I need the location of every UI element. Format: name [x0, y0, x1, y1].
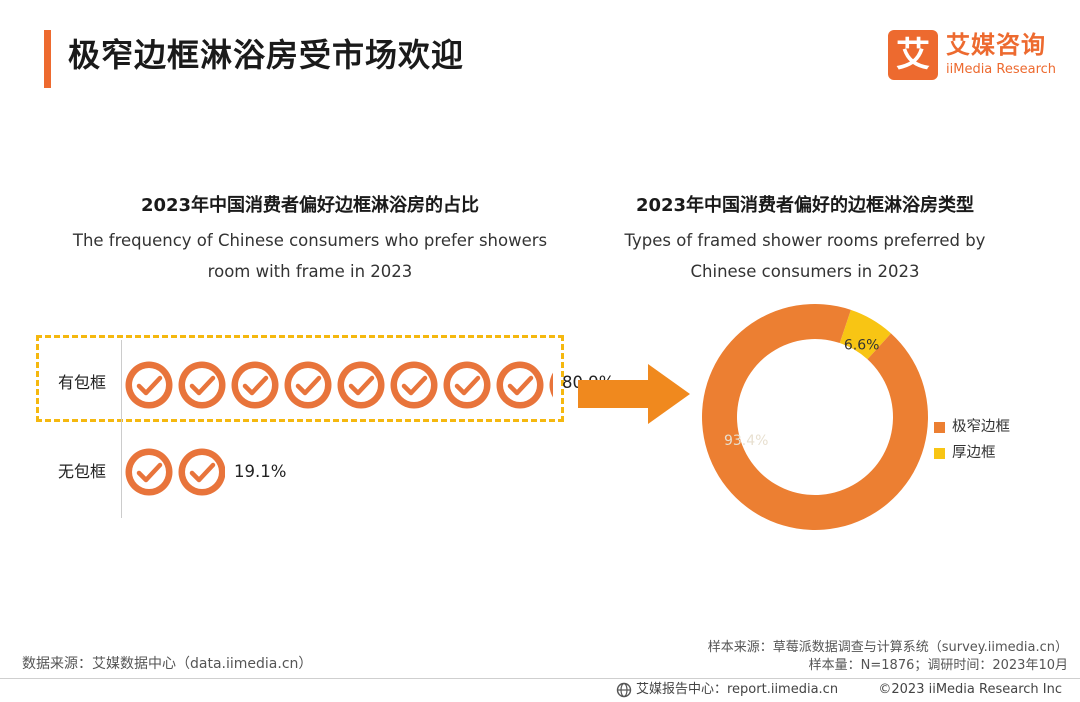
logo-mark: 艾 [888, 30, 938, 80]
left-chart-title-en-line1: The frequency of Chinese consumers who p… [72, 231, 548, 250]
report-center-text: 艾媒报告中心：report.iimedia.cn [636, 682, 839, 697]
legend-label-thick-frame: 厚边框 [952, 445, 996, 461]
donut-value-label-0: 93.4% [724, 433, 768, 449]
globe-icon [616, 682, 632, 698]
check-circle-icon [125, 448, 173, 496]
right-arrow-icon [578, 364, 690, 424]
donut-legend: 极窄边框 厚边框 [934, 414, 1010, 466]
check-circle-icon [178, 448, 225, 496]
iimedia-logo: 艾 艾媒咨询 iiMedia Research [888, 30, 1063, 82]
logo-text-en: iiMedia Research [946, 62, 1057, 77]
chart-axis-line [121, 340, 122, 518]
pictograph-row-frameless [124, 446, 225, 498]
left-chart-title-en-line2: room with frame in 2023 [207, 262, 413, 281]
legend-item-narrow-frame: 极窄边框 [934, 414, 1010, 440]
highlight-dashed-box [36, 335, 564, 422]
check-circle-icon [443, 361, 491, 409]
check-circle-icon [231, 361, 279, 409]
donut-slice-1 [839, 309, 891, 360]
title-accent-bar [44, 30, 51, 88]
data-source-text: 数据来源：艾媒数据中心（data.iimedia.cn） [22, 656, 313, 672]
check-circle-icon [337, 361, 385, 409]
left-chart-title-cn: 2023年中国消费者偏好边框淋浴房的占比 [140, 195, 480, 216]
check-circle-icon [496, 361, 544, 409]
copyright-text: ©2023 iiMedia Research Inc [878, 682, 1062, 697]
pictograph-row-framed [124, 359, 553, 411]
right-chart-title-en-line2: Chinese consumers in 2023 [690, 262, 920, 281]
value-label-frameless: 19.1% [234, 462, 287, 481]
legend-item-thick-frame: 厚边框 [934, 440, 1010, 466]
report-center: 艾媒报告中心：report.iimedia.cn [616, 680, 838, 700]
logo-text-cn: 艾媒咨询 [946, 31, 1046, 59]
donut-slice-0 [702, 304, 928, 530]
check-circle-icon [390, 361, 438, 409]
sample-source-text: 样本来源：草莓派数据调查与计算系统（survey.iimedia.cn） [707, 640, 1068, 655]
right-chart-title-en-line1: Types of framed shower rooms preferred b… [624, 231, 986, 250]
check-circle-icon [178, 361, 226, 409]
right-chart-title-cn: 2023年中国消费者偏好的边框淋浴房类型 [635, 195, 975, 216]
check-circle-icon [549, 372, 553, 398]
category-label-frameless: 无包框 [58, 462, 107, 481]
legend-label-narrow-frame: 极窄边框 [952, 419, 1010, 435]
page-title: 极窄边框淋浴房受市场欢迎 [68, 36, 465, 74]
footer-divider [0, 678, 1080, 679]
sample-info-text: 样本量：N=1876；调研时间：2023年10月 [808, 658, 1068, 673]
check-circle-icon [125, 361, 173, 409]
legend-swatch-narrow-frame [934, 421, 945, 433]
check-circle-icon [284, 361, 332, 409]
legend-swatch-thick-frame [934, 447, 945, 459]
category-label-framed: 有包框 [58, 373, 107, 392]
donut-chart: 93.4% 6.6% [702, 304, 928, 530]
donut-value-label-1: 6.6% [844, 338, 880, 354]
